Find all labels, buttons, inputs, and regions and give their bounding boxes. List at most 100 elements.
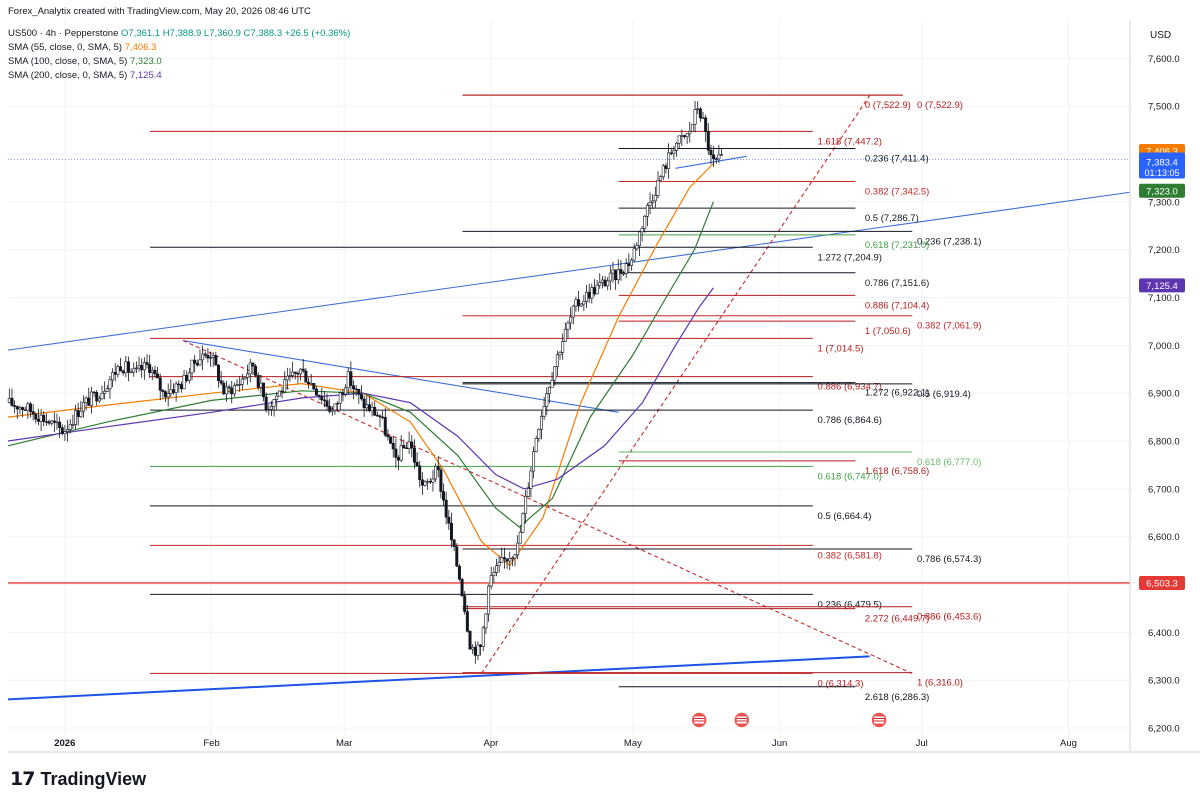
- candle-body: [317, 394, 321, 397]
- fib-label: 1.618 (7,447.2): [818, 136, 882, 147]
- candle-body: [489, 575, 493, 587]
- candle-body: [309, 383, 313, 385]
- candle-body: [113, 372, 117, 375]
- candle-body: [71, 424, 75, 426]
- symbol-info[interactable]: US500 · 4h · Pepperstone: [8, 28, 119, 39]
- fib-label: 0.5 (7,286.7): [865, 213, 919, 224]
- candle-body: [21, 407, 25, 411]
- price-label-text: 7,383.4: [1146, 157, 1178, 168]
- candle-body: [145, 362, 149, 365]
- candle-body: [301, 368, 305, 372]
- candle-body: [709, 149, 713, 156]
- candle-body: [513, 554, 517, 559]
- time-axis[interactable]: 2026 Feb Mar Apr May Jun Jul Aug: [8, 738, 1200, 753]
- indicator-label: SMA (55, close, 0, SMA, 5): [8, 42, 123, 53]
- candle-body: [378, 415, 382, 418]
- candle-body: [590, 287, 594, 299]
- candle-body: [224, 386, 228, 395]
- indicator-sma55[interactable]: SMA (55, close, 0, SMA, 5) 7,406.3: [8, 42, 156, 54]
- candle-body: [592, 287, 596, 295]
- ohlc-values: O7,361.1 H7,388.9 L7,360.9 C7,388.3 +26.…: [121, 28, 351, 39]
- candle-body: [637, 231, 641, 246]
- candle-body: [412, 447, 416, 463]
- candle-body: [669, 152, 673, 154]
- trendline: [7, 191, 1131, 351]
- candle-body: [648, 201, 652, 206]
- candle-body: [330, 409, 334, 412]
- candle-body: [285, 375, 289, 381]
- fib-label: 0.618 (6,777.0): [917, 457, 981, 468]
- candle-body: [566, 322, 570, 330]
- candle-body: [198, 359, 202, 366]
- candle-body: [431, 478, 435, 483]
- candle-body: [7, 397, 11, 404]
- candle-body: [717, 154, 721, 160]
- candle-body: [333, 403, 337, 411]
- candle-body: [502, 557, 506, 560]
- indicator-value: 7,323.0: [129, 56, 162, 67]
- candle-body: [555, 354, 559, 368]
- chart-credit: Forex_Analytix created with TradingView.…: [8, 6, 311, 17]
- fib-label: 0.236 (6,479.5): [818, 599, 882, 610]
- x-tick-label: May: [624, 738, 642, 749]
- candle-body: [690, 123, 694, 132]
- candle-body: [354, 388, 358, 391]
- candle-body: [688, 131, 692, 135]
- candle-body: [322, 399, 326, 402]
- candle-body: [449, 522, 453, 541]
- candle-body: [672, 150, 676, 154]
- candle-body: [338, 392, 342, 404]
- fib-label: 0.886 (6,934.7): [818, 382, 882, 393]
- economic-event-icon[interactable]: [733, 711, 751, 729]
- candle-body: [386, 434, 390, 438]
- candle-body: [58, 421, 62, 428]
- indicator-sma200[interactable]: SMA (200, close, 0, SMA, 5) 7,125.4: [8, 70, 162, 82]
- economic-event-icon[interactable]: [690, 711, 708, 729]
- candle-body: [550, 379, 554, 388]
- candle-body: [595, 284, 599, 295]
- candle-body: [389, 436, 393, 444]
- event-icon-flag: [736, 716, 747, 724]
- candle-body: [230, 387, 234, 395]
- moving-averages: [7, 163, 714, 567]
- economic-event-icon[interactable]: [870, 711, 888, 729]
- candle-body: [510, 557, 514, 560]
- fib-label: 0 (6,314.3): [818, 678, 864, 689]
- candle-body: [635, 245, 639, 250]
- candle-body: [476, 644, 480, 656]
- candle-body: [651, 200, 655, 203]
- candle-body: [171, 389, 175, 394]
- candle-body: [460, 578, 464, 596]
- candle-body: [524, 496, 528, 514]
- candle-body: [89, 391, 93, 406]
- candle-body: [148, 364, 152, 374]
- price-axis[interactable]: 6,200.06,300.06,400.06,500.06,600.06,700…: [1129, 20, 1180, 752]
- candle-body: [190, 359, 194, 374]
- x-tick-label: Feb: [203, 738, 219, 749]
- currency-label: USD: [1150, 30, 1172, 41]
- candle-body: [383, 417, 387, 436]
- candle-body: [494, 565, 498, 573]
- candle-body: [304, 370, 308, 383]
- price-label-text: 7,125.4: [1146, 281, 1178, 292]
- candle-body: [667, 152, 671, 169]
- countdown-text: 01:13:05: [1144, 168, 1179, 178]
- candle-body: [256, 375, 260, 388]
- fib-label: 0.886 (7,104.4): [865, 300, 929, 311]
- fib-label: 0 (7,522.9): [917, 100, 963, 111]
- price-label-tag: [1139, 154, 1185, 169]
- fib-label: 0.382 (6,581.8): [818, 550, 882, 561]
- candle-body: [457, 565, 461, 580]
- indicator-sma100[interactable]: SMA (100, close, 0, SMA, 5) 7,323.0: [8, 56, 162, 68]
- fib-label: 1.618 (6,758.6): [865, 466, 929, 477]
- gridlines: [8, 20, 1130, 752]
- candle-body: [375, 415, 379, 417]
- event-markers[interactable]: [690, 711, 888, 729]
- candle-body: [664, 165, 668, 169]
- candle-body: [415, 461, 419, 467]
- candle-body: [582, 300, 586, 305]
- tradingview-logo[interactable]: 17 TradingView: [10, 766, 146, 792]
- candle-body: [542, 406, 546, 417]
- candle-body: [314, 388, 318, 396]
